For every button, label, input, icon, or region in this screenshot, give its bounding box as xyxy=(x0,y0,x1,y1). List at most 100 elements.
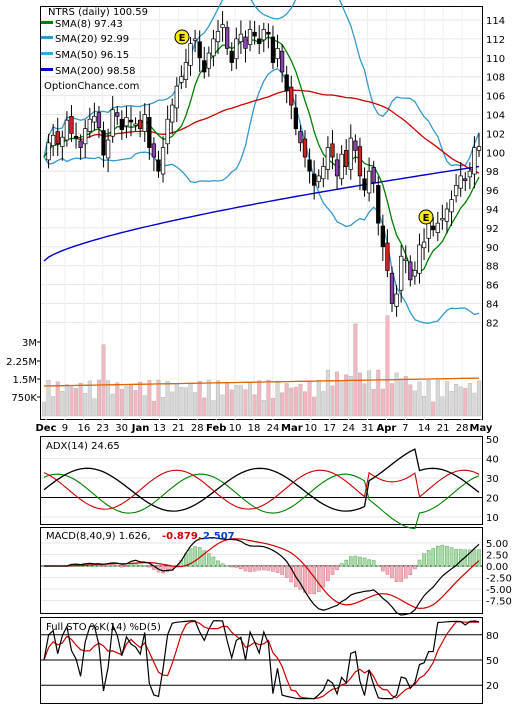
macd-histogram-bar xyxy=(367,559,371,567)
candle-body xyxy=(435,222,440,233)
volume-bar xyxy=(303,391,308,417)
date-tick-label: Apr xyxy=(377,423,397,434)
date-tick-label: 18 xyxy=(248,423,261,434)
volume-bar xyxy=(229,389,234,417)
adx-tick-label: 20 xyxy=(486,494,499,505)
candle-body xyxy=(312,173,317,186)
volume-bar xyxy=(174,383,179,417)
date-tick-label: 16 xyxy=(77,423,90,434)
volume-bar xyxy=(124,385,129,417)
price-tick-label: 98 xyxy=(486,167,499,178)
candle-body xyxy=(92,116,97,123)
macd-histogram-bar xyxy=(193,546,197,567)
svg-text:E: E xyxy=(179,33,186,44)
candle-body xyxy=(394,293,399,307)
volume-bar xyxy=(183,387,188,417)
volume-bar xyxy=(362,383,367,417)
candle-body xyxy=(115,112,120,117)
macd-histogram-bar xyxy=(220,563,225,567)
volume-bar xyxy=(435,379,440,417)
volume-bar xyxy=(477,380,482,417)
indicator-lines xyxy=(42,448,481,700)
date-tick-label: 31 xyxy=(361,423,374,434)
price-tick-label: 104 xyxy=(486,111,505,122)
macd-tick-label: -2.50 xyxy=(486,574,512,585)
candle-body xyxy=(357,146,363,177)
volume-bar xyxy=(161,397,166,417)
candle-body xyxy=(431,225,436,231)
date-tick-label: 23 xyxy=(96,423,109,434)
candle-body xyxy=(64,119,70,141)
macd-histogram-bar xyxy=(394,565,399,582)
volume-bars xyxy=(42,315,482,417)
date-tick-label: 28 xyxy=(456,423,469,434)
candle-body xyxy=(105,139,111,159)
macd-histogram-bar xyxy=(280,565,284,575)
macd-signal-line xyxy=(44,538,480,610)
candle-body xyxy=(83,128,88,145)
adx-title: ADX(14) 24.65 xyxy=(46,441,120,452)
macd-histogram-bar xyxy=(124,565,129,567)
volume-bar xyxy=(64,384,69,417)
date-tick-label: 14 xyxy=(418,423,431,434)
candle-body xyxy=(133,123,138,126)
macd-histogram-bar xyxy=(138,564,142,567)
volume-bar xyxy=(42,401,47,417)
candle-body xyxy=(366,170,372,194)
legend-sma50: SMA(50) 96.15 xyxy=(55,50,129,61)
volume-bar xyxy=(298,383,303,417)
candle-body xyxy=(73,135,79,139)
candle-body xyxy=(376,185,381,224)
price-legend: NTRS (daily) 100.59 SMA(8) 97.43 SMA(20)… xyxy=(41,7,148,92)
volume-bar xyxy=(92,398,97,417)
chart-title: NTRS (daily) 100.59 xyxy=(48,7,148,18)
adx-tick-label: 10 xyxy=(486,513,499,524)
volume-bar xyxy=(257,380,262,417)
legend-sma200: SMA(200) 98.58 xyxy=(55,66,136,77)
volume-bar xyxy=(74,388,79,417)
macd-label: MACD(8,40,9) 1.626, xyxy=(46,531,151,542)
price-tick-label: 100 xyxy=(486,148,505,159)
macd-histogram-bar xyxy=(390,565,394,579)
candle-body xyxy=(192,38,198,41)
candle-body xyxy=(467,170,472,178)
volume-bar xyxy=(321,391,326,417)
volume-bar xyxy=(119,388,124,417)
candle-body xyxy=(458,175,463,189)
volume-bar xyxy=(83,393,88,417)
volume-bar xyxy=(348,375,353,417)
volume-bar xyxy=(339,380,344,417)
macd-histogram-bar xyxy=(426,550,431,567)
candle-body xyxy=(257,38,262,44)
price-candles xyxy=(46,11,482,317)
sto-title: Full STO %K(14) %D(5) xyxy=(46,622,161,633)
volume-bar xyxy=(371,389,376,417)
candle-body xyxy=(174,85,179,109)
macd-histogram-bar xyxy=(431,548,436,567)
volume-bar xyxy=(225,382,230,417)
adx-tick-label: 50 xyxy=(486,435,499,446)
macd-histogram-bar xyxy=(413,565,417,570)
candle-body xyxy=(215,30,221,43)
volume-bar xyxy=(78,382,83,417)
volume-bar xyxy=(156,379,161,417)
macd-histogram-bar xyxy=(477,549,481,567)
macd-histogram-bar xyxy=(161,565,165,574)
legend-sma20: SMA(20) 92.99 xyxy=(55,34,129,45)
volume-bar xyxy=(426,380,431,417)
macd-tick-label: -7.50 xyxy=(486,597,512,608)
candle-body xyxy=(389,272,395,304)
candle-body xyxy=(380,225,385,248)
volume-bar xyxy=(69,386,74,417)
macd-histogram-bar xyxy=(207,553,211,567)
volume-bar xyxy=(275,380,280,417)
macd-histogram-bar xyxy=(408,565,413,576)
candle-body xyxy=(298,131,303,144)
macd-histogram-bar xyxy=(129,563,133,567)
macd-title: MACD(8,40,9) 1.626, -0.879, 2.507 xyxy=(46,531,235,542)
candle-body xyxy=(330,143,335,158)
volume-bar xyxy=(280,392,285,417)
date-tick-label: Mar xyxy=(281,423,303,434)
candle-body xyxy=(128,119,134,123)
sto-k-line xyxy=(43,620,480,700)
